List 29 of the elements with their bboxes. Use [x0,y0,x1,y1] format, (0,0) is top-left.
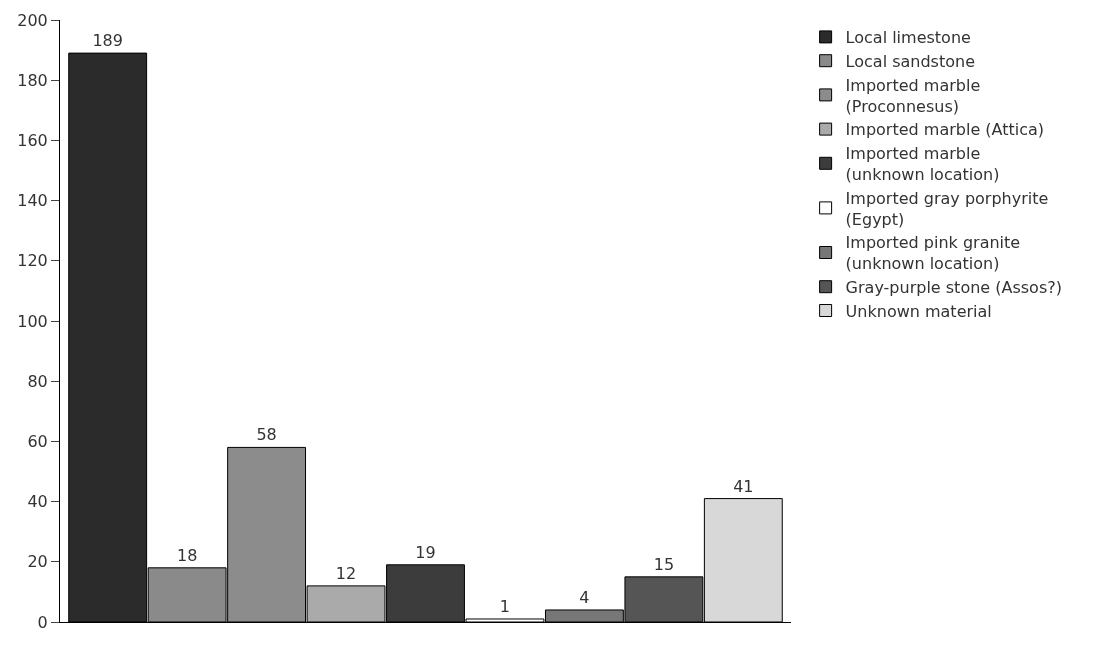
y-tick-label: 120 [17,251,48,271]
data-label: 41 [733,476,754,496]
data-label: 1 [499,596,511,616]
data-label: 18 [176,545,198,565]
y-tick-label: 0 [37,612,48,632]
y-tick-label: 40 [27,492,48,512]
legend-label: Local sandstone [845,51,975,71]
legend-label: Local limestone [845,28,971,48]
data-label: 58 [256,425,277,445]
legend-label: Gray-purple stone (Assos?) [845,277,1062,297]
legend-label: Unknown material [845,301,992,321]
legend-label: Imported pink granite (unknown location) [845,233,1021,274]
y-tick-label: 80 [27,371,48,391]
legend-label: Imported marble (unknown location) [845,144,1000,184]
y-tick-label: 200 [17,10,48,30]
y-tick-label: 100 [17,311,48,331]
y-tick-label: 20 [27,552,48,572]
legend-label: Imported marble (Attica) [845,120,1045,140]
data-label: 189 [92,31,123,51]
y-tick-label: 60 [27,432,48,451]
y-tick-label: 160 [17,131,48,150]
data-label: 15 [653,554,675,574]
data-label: 4 [579,587,590,607]
data-label: 12 [335,563,357,583]
y-tick-label: 140 [17,191,48,211]
y-tick-label: 180 [17,70,48,90]
legend-label: Imported marble (Proconnesus) [845,75,981,116]
data-label: 19 [415,542,436,562]
legend-label: Imported gray porphyrite (Egypt) [845,188,1049,229]
